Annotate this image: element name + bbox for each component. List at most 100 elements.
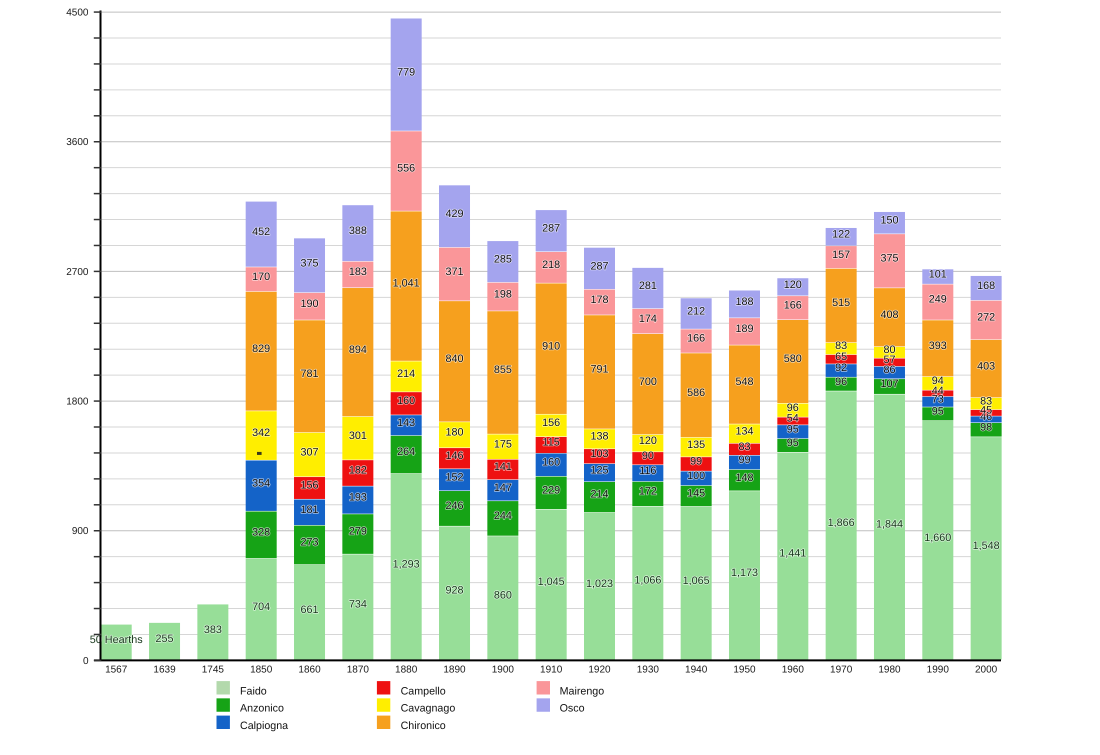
svg-text:218: 218 — [542, 259, 560, 271]
svg-text:92: 92 — [835, 362, 847, 374]
svg-text:301: 301 — [349, 430, 367, 442]
svg-text:1,866: 1,866 — [828, 517, 855, 529]
svg-text:147: 147 — [494, 482, 512, 494]
svg-text:661: 661 — [301, 604, 319, 616]
svg-text:1,844: 1,844 — [876, 519, 903, 531]
svg-text:96: 96 — [787, 402, 799, 414]
svg-text:328: 328 — [252, 526, 270, 538]
svg-text:0: 0 — [83, 656, 89, 667]
svg-text:188: 188 — [735, 296, 753, 308]
svg-text:2700: 2700 — [66, 267, 89, 278]
svg-text:90: 90 — [642, 450, 654, 462]
svg-text:80: 80 — [883, 344, 895, 356]
svg-text:160: 160 — [397, 395, 415, 407]
svg-text:1980: 1980 — [878, 664, 901, 675]
svg-text:287: 287 — [542, 223, 560, 235]
svg-text:146: 146 — [446, 450, 464, 462]
svg-text:1880: 1880 — [395, 664, 418, 675]
svg-text:166: 166 — [784, 299, 802, 311]
svg-text:371: 371 — [446, 266, 464, 278]
svg-text:354: 354 — [252, 477, 270, 489]
svg-text:99: 99 — [690, 456, 702, 468]
svg-text:138: 138 — [590, 431, 608, 443]
svg-text:156: 156 — [301, 480, 319, 492]
svg-text:83: 83 — [980, 395, 992, 407]
svg-text:928: 928 — [446, 585, 464, 597]
svg-text:143: 143 — [397, 417, 415, 429]
svg-text:1,041: 1,041 — [393, 278, 420, 290]
svg-text:1,023: 1,023 — [586, 578, 613, 590]
svg-text:83: 83 — [738, 441, 750, 453]
svg-text:116: 116 — [639, 465, 656, 477]
svg-text:57: 57 — [883, 354, 895, 366]
svg-text:3600: 3600 — [66, 137, 89, 148]
svg-text:198: 198 — [494, 288, 512, 300]
svg-text:190: 190 — [301, 298, 319, 310]
svg-text:249: 249 — [929, 294, 947, 306]
svg-text:100: 100 — [687, 470, 705, 482]
svg-text:182: 182 — [349, 465, 367, 477]
svg-text:1745: 1745 — [202, 664, 225, 675]
svg-text:107: 107 — [880, 378, 898, 390]
svg-text:586: 586 — [687, 387, 705, 399]
svg-text:189: 189 — [735, 323, 753, 335]
svg-text:180: 180 — [446, 426, 464, 438]
svg-text:452: 452 — [252, 226, 270, 238]
svg-text:152: 152 — [446, 471, 464, 483]
svg-text:1800: 1800 — [66, 397, 89, 408]
svg-text:86: 86 — [883, 364, 895, 376]
svg-text:Campello: Campello — [401, 685, 446, 697]
svg-text:894: 894 — [349, 344, 367, 356]
svg-text:Chironico: Chironico — [401, 720, 446, 732]
svg-text:580: 580 — [784, 353, 802, 365]
svg-text:2000: 2000 — [975, 664, 998, 675]
svg-text:73: 73 — [932, 393, 944, 405]
svg-text:50 Hearths: 50 Hearths — [90, 634, 143, 646]
svg-text:246: 246 — [446, 500, 464, 512]
svg-text:860: 860 — [494, 590, 512, 602]
svg-text:120: 120 — [784, 279, 802, 291]
svg-text:515: 515 — [832, 297, 850, 309]
svg-text:183: 183 — [349, 266, 367, 278]
svg-text:1,066: 1,066 — [634, 575, 661, 587]
svg-text:840: 840 — [446, 353, 464, 365]
svg-text:1850: 1850 — [250, 664, 273, 675]
svg-text:46: 46 — [980, 411, 992, 423]
svg-text:910: 910 — [542, 340, 560, 352]
svg-text:1970: 1970 — [830, 664, 853, 675]
svg-text:54: 54 — [787, 413, 799, 425]
svg-text:855: 855 — [494, 364, 512, 376]
svg-text:281: 281 — [639, 280, 657, 292]
svg-text:45: 45 — [980, 404, 992, 416]
svg-text:1,548: 1,548 — [973, 540, 1000, 552]
svg-text:65: 65 — [835, 351, 847, 363]
svg-text:734: 734 — [349, 599, 367, 611]
svg-text:704: 704 — [252, 601, 270, 613]
svg-text:383: 383 — [204, 624, 222, 636]
svg-text:1,293: 1,293 — [393, 558, 420, 570]
svg-text:115: 115 — [543, 437, 560, 449]
svg-text:96: 96 — [835, 376, 847, 388]
svg-text:1,441: 1,441 — [779, 548, 806, 560]
svg-text:168: 168 — [977, 280, 995, 292]
svg-text:181: 181 — [301, 504, 319, 516]
svg-text:99: 99 — [738, 454, 750, 466]
svg-text:145: 145 — [687, 488, 705, 500]
svg-text:95: 95 — [787, 423, 799, 435]
svg-text:285: 285 — [494, 254, 512, 266]
svg-text:1860: 1860 — [298, 664, 321, 675]
svg-text:548: 548 — [735, 376, 753, 388]
svg-text:1890: 1890 — [443, 664, 466, 675]
svg-text:174: 174 — [639, 313, 657, 325]
svg-text:388: 388 — [349, 225, 367, 237]
svg-text:244: 244 — [494, 510, 512, 522]
svg-text:44: 44 — [932, 385, 944, 397]
svg-text:95: 95 — [787, 437, 799, 449]
svg-text:272: 272 — [977, 312, 995, 324]
svg-text:1639: 1639 — [153, 664, 176, 675]
svg-text:Cavagnago: Cavagnago — [401, 703, 456, 715]
svg-text:279: 279 — [349, 526, 367, 538]
svg-text:212: 212 — [687, 305, 705, 317]
svg-text:1900: 1900 — [492, 664, 515, 675]
svg-text:1930: 1930 — [637, 664, 660, 675]
